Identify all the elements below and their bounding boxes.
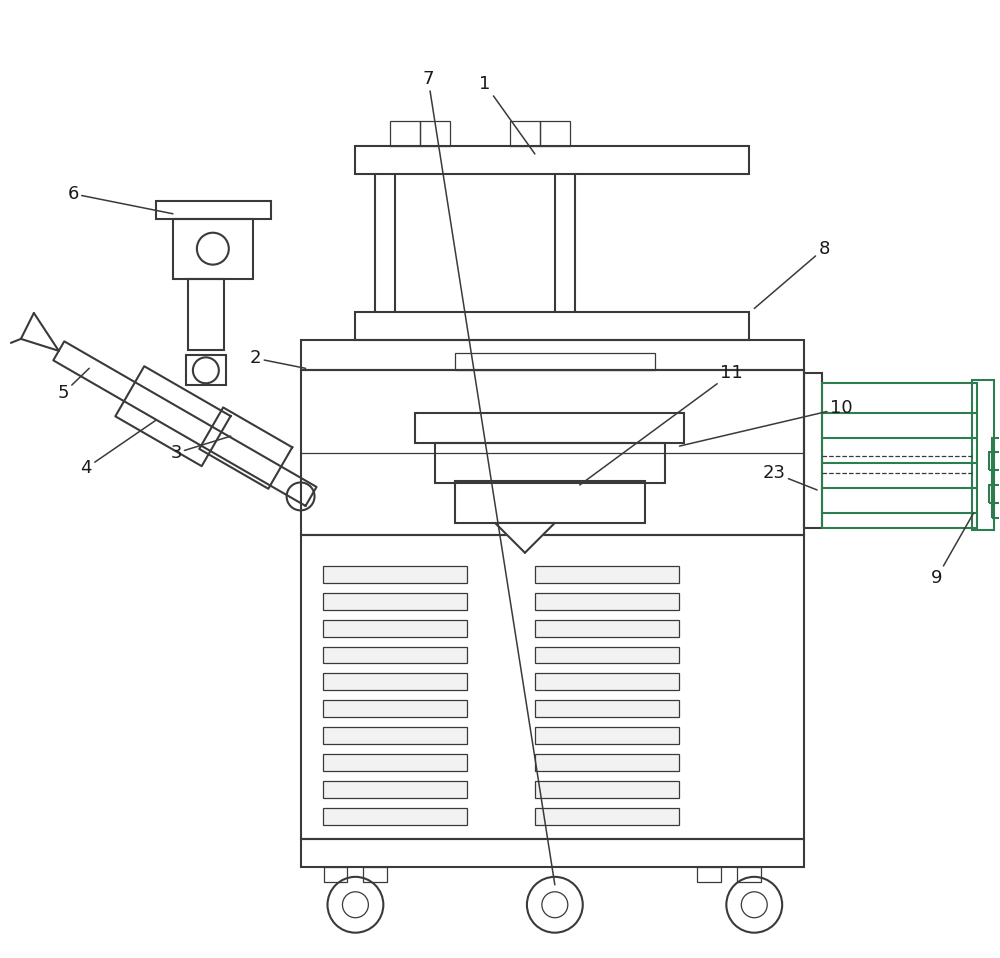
Bar <box>455 481 645 523</box>
Bar <box>323 808 467 825</box>
Bar <box>535 781 679 798</box>
Bar <box>535 700 679 718</box>
Bar <box>323 620 467 636</box>
Bar <box>535 673 679 691</box>
Text: 1: 1 <box>479 75 535 154</box>
Bar <box>301 535 804 839</box>
Bar <box>697 867 721 881</box>
Bar <box>323 754 467 771</box>
Bar <box>435 444 665 483</box>
Bar <box>535 808 679 825</box>
Bar <box>510 121 540 146</box>
Text: 5: 5 <box>58 368 89 402</box>
Bar <box>324 867 347 881</box>
Bar <box>323 781 467 798</box>
Bar <box>156 201 271 218</box>
Bar <box>535 754 679 771</box>
Bar <box>323 673 467 691</box>
Bar <box>535 620 679 636</box>
Bar <box>535 593 679 609</box>
Bar <box>173 218 253 279</box>
Bar <box>992 438 1000 518</box>
Text: 3: 3 <box>170 436 231 462</box>
Text: 4: 4 <box>80 421 156 477</box>
Text: 2: 2 <box>250 350 306 368</box>
Bar <box>323 727 467 744</box>
Text: 11: 11 <box>580 364 743 485</box>
Bar <box>822 383 977 528</box>
Bar <box>363 867 387 881</box>
Text: 9: 9 <box>931 513 974 586</box>
Bar <box>540 121 570 146</box>
Bar <box>737 867 761 881</box>
Text: 8: 8 <box>754 240 830 308</box>
Bar <box>972 380 994 530</box>
Bar <box>455 354 655 371</box>
Text: 23: 23 <box>763 464 817 490</box>
Bar <box>301 839 804 867</box>
Bar <box>188 279 224 351</box>
Bar <box>301 340 804 371</box>
Polygon shape <box>495 523 555 553</box>
Bar <box>355 312 749 340</box>
Bar <box>535 647 679 664</box>
Bar <box>535 566 679 582</box>
Text: 7: 7 <box>422 70 555 885</box>
Bar <box>323 700 467 718</box>
Bar <box>323 593 467 609</box>
Bar <box>186 355 226 385</box>
Bar <box>323 647 467 664</box>
Bar <box>390 121 420 146</box>
Text: 10: 10 <box>679 399 852 446</box>
Bar <box>301 371 804 535</box>
Bar <box>989 485 1000 503</box>
Text: 6: 6 <box>68 185 173 214</box>
Bar <box>804 374 822 528</box>
Bar <box>415 413 684 444</box>
Bar <box>989 452 1000 470</box>
Bar <box>323 566 467 582</box>
Bar <box>535 727 679 744</box>
Bar <box>355 146 749 174</box>
Bar <box>420 121 450 146</box>
